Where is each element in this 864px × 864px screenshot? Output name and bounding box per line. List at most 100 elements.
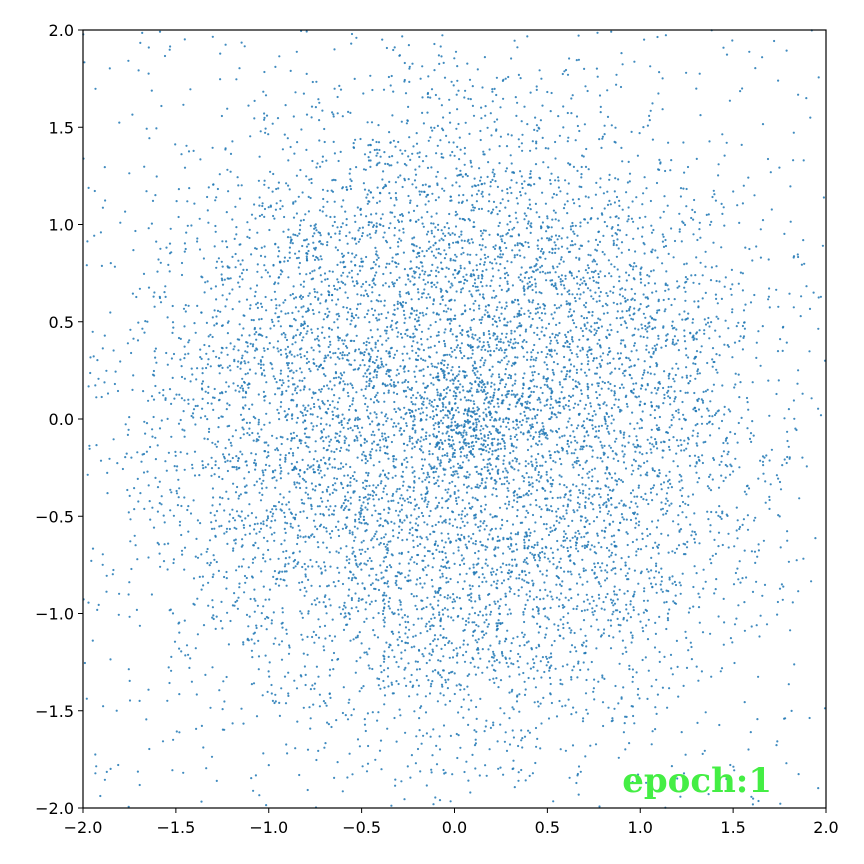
scatter-point [481, 573, 484, 576]
scatter-point [529, 408, 532, 411]
scatter-point [396, 536, 400, 539]
scatter-point [233, 539, 236, 542]
scatter-point [635, 446, 638, 449]
scatter-point [252, 682, 256, 685]
scatter-point [700, 670, 704, 673]
scatter-point [487, 593, 490, 597]
scatter-point [483, 621, 486, 624]
scatter-point [453, 449, 456, 452]
scatter-point [629, 631, 633, 634]
scatter-point [606, 89, 609, 92]
scatter-point [382, 609, 385, 613]
scatter-point [412, 486, 415, 489]
scatter-point [257, 179, 260, 182]
scatter-point [229, 619, 232, 623]
scatter-point [548, 666, 552, 669]
scatter-point [226, 107, 229, 110]
scatter-point [759, 364, 762, 367]
scatter-point [476, 418, 479, 421]
scatter-point [599, 355, 602, 358]
scatter-point [738, 396, 741, 399]
scatter-point [435, 152, 438, 155]
scatter-point [588, 602, 591, 605]
scatter-point [397, 608, 400, 611]
scatter-point [439, 302, 442, 306]
scatter-point [471, 753, 474, 757]
scatter-point [409, 558, 412, 561]
scatter-point [635, 439, 639, 442]
scatter-point [666, 204, 669, 207]
scatter-point [305, 590, 308, 593]
scatter-point [507, 665, 510, 668]
scatter-point [408, 65, 411, 68]
scatter-point [645, 187, 648, 190]
scatter-point [556, 341, 559, 345]
scatter-point [375, 374, 378, 377]
scatter-point [532, 358, 535, 361]
scatter-point [767, 295, 771, 298]
scatter-point [449, 596, 452, 599]
scatter-point [112, 568, 115, 572]
scatter-point [274, 65, 277, 68]
scatter-point [522, 285, 526, 288]
scatter-point [389, 540, 392, 543]
scatter-point [435, 212, 438, 215]
scatter-point [612, 604, 615, 607]
scatter-point [164, 460, 167, 463]
scatter-point [447, 678, 450, 681]
scatter-point [449, 257, 452, 260]
scatter-point [432, 433, 435, 436]
scatter-point [444, 395, 447, 398]
scatter-point [452, 394, 455, 398]
scatter-point [394, 196, 398, 199]
scatter-point [510, 662, 513, 665]
scatter-point [471, 85, 474, 88]
scatter-point [356, 416, 359, 419]
scatter-point [174, 143, 177, 146]
scatter-point [443, 257, 446, 260]
scatter-point [575, 781, 578, 785]
scatter-point [480, 117, 483, 120]
scatter-point [550, 416, 553, 419]
scatter-point [432, 415, 435, 418]
scatter-point [657, 543, 661, 546]
scatter-point [607, 510, 611, 513]
scatter-point [401, 470, 405, 473]
scatter-point [234, 429, 237, 432]
scatter-point [674, 373, 677, 377]
scatter-point [221, 324, 224, 327]
scatter-point [576, 501, 580, 504]
scatter-point [270, 622, 273, 625]
scatter-point [359, 302, 362, 305]
scatter-point [326, 189, 329, 192]
scatter-point [349, 187, 353, 191]
scatter-point [536, 413, 539, 417]
scatter-point [650, 582, 653, 585]
scatter-point [284, 531, 287, 535]
scatter-point [520, 739, 523, 742]
scatter-point [352, 573, 355, 576]
scatter-point [451, 600, 454, 604]
scatter-point [467, 617, 470, 620]
scatter-point [459, 349, 462, 352]
scatter-point [321, 155, 324, 158]
scatter-point [274, 486, 277, 489]
scatter-point [258, 491, 261, 494]
scatter-point [482, 344, 485, 347]
scatter-point [155, 361, 158, 364]
scatter-point [358, 521, 361, 524]
scatter-point [206, 438, 209, 441]
scatter-point [682, 141, 685, 144]
scatter-point [469, 346, 472, 349]
scatter-point [685, 636, 688, 640]
scatter-point [451, 453, 454, 456]
scatter-point [655, 562, 658, 565]
scatter-point [328, 674, 331, 677]
scatter-point [467, 399, 470, 402]
scatter-point [268, 464, 271, 467]
scatter-point [402, 497, 405, 500]
scatter-point [652, 228, 655, 232]
scatter-point [714, 329, 717, 332]
scatter-point [584, 195, 587, 198]
scatter-point [534, 431, 537, 434]
